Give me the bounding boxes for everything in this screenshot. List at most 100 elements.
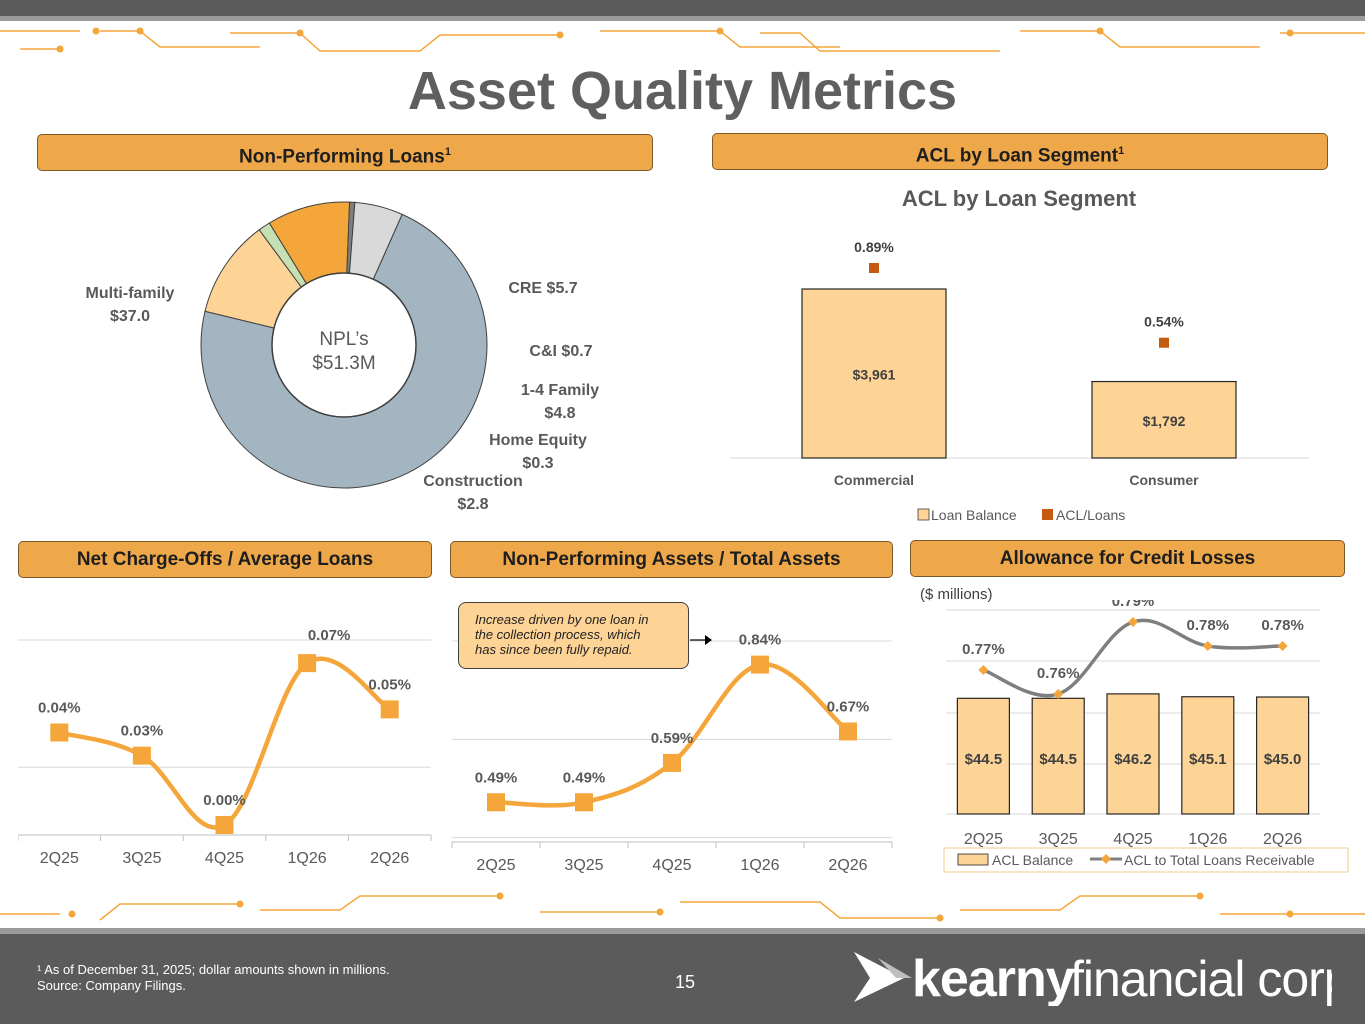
bar-acl-balance: [1256, 696, 1310, 815]
npa-marks: 0.49% 2Q25 0.49% 3Q25 0.59% 4Q25 0.84% 1Q26 0.67…: [475, 632, 870, 874]
npa-annotation-line3: has since been fully repaid.: [475, 642, 633, 657]
x-tick-label: 1Q26: [740, 857, 779, 874]
x-tick-label: 4Q25: [652, 857, 691, 874]
acl-ratio-line: [982, 618, 1283, 698]
legend-label-acl-balance: ACL Balance: [992, 852, 1073, 868]
marker-acl-loans: [869, 263, 879, 273]
data-point: [839, 722, 857, 741]
bar-value-label: $44.5: [965, 751, 1003, 768]
data-point: [215, 816, 234, 834]
x-tick-label: 2Q25: [40, 850, 79, 867]
donut-label-line1: Multi-family: [86, 285, 175, 302]
header-npa: Non-Performing Assets / Total Assets: [450, 541, 893, 578]
series-line: [495, 662, 850, 808]
header-allowance: Allowance for Credit Losses: [910, 540, 1345, 577]
header-acl-segment: ACL by Loan Segment1: [712, 133, 1328, 170]
donut-label-line1: CRE $5.7: [508, 280, 577, 297]
acl-ratio-label: 0.78%: [1187, 617, 1230, 634]
allowance-legend: ACL Balance ACL to Total Loans Receivable: [943, 847, 1349, 873]
donut-label-line2: $0.3: [522, 455, 553, 472]
data-point: [575, 793, 593, 812]
x-tick-label: 2Q26: [1263, 831, 1302, 848]
header-npl-superscript: 1: [444, 146, 451, 158]
donut-slices: [200, 201, 488, 489]
data-label: 0.49%: [475, 769, 518, 786]
page-title: Asset Quality Metrics: [407, 61, 958, 121]
logo-text-light: financial corp.: [1070, 951, 1332, 1006]
header-npl-text: Non-Performing Loans: [239, 146, 445, 168]
nco-line-chart: 0.04% 2Q25 0.03% 3Q25 0.00% 4Q25 0.07% 1Q26 0.05…: [18, 627, 432, 867]
data-label: 0.00%: [203, 792, 246, 809]
acl-ratio-point: [1053, 689, 1064, 699]
bar-value-label: $46.2: [1114, 751, 1152, 768]
legend-swatch-loan-balance: [917, 508, 930, 521]
npa-annotation-line1: Increase driven by one loan in: [475, 612, 649, 627]
x-tick-label: 3Q25: [564, 857, 603, 874]
legend-label-acl-ratio: ACL to Total Loans Receivable: [1124, 852, 1315, 868]
data-label: 0.05%: [368, 676, 411, 693]
donut-label-line1: C&I $0.7: [529, 343, 592, 360]
donut-label-line1: 1-4 Family: [521, 382, 599, 399]
x-tick-label: 2Q25: [964, 831, 1003, 848]
donut-center-label-line1: NPL’s: [319, 329, 368, 350]
category-label: Consumer: [1129, 472, 1199, 488]
x-tick-label: 2Q26: [828, 857, 867, 874]
npa-line-chart: 0.49% 2Q25 0.49% 3Q25 0.59% 4Q25 0.84% 1Q26 0.67…: [451, 632, 893, 874]
donut-center-label-line2: $51.3M: [312, 353, 375, 374]
nco-gridlines: [18, 639, 432, 841]
data-point: [380, 700, 399, 719]
top-bar: [0, 0, 1365, 16]
data-label: 0.84%: [739, 632, 782, 649]
x-tick-label: 4Q25: [1113, 831, 1152, 848]
acl-ratio-point: [1202, 641, 1213, 651]
donut-label-line2: $2.8: [457, 496, 488, 513]
bar-acl-balance: [956, 697, 1011, 815]
data-point: [487, 793, 505, 812]
header-nco: Net Charge-Offs / Average Loans: [18, 541, 432, 578]
bar-value-label: $1,792: [1143, 413, 1186, 429]
acl-ratio-label: 0.77%: [962, 641, 1005, 658]
legend-box: [943, 847, 1349, 873]
bar-value-label: $45.1: [1189, 751, 1227, 768]
circuit-decoration-bottom: [0, 892, 1365, 922]
allowance-marks: $44.5 2Q25 $44.5 3Q25 $46.2 4Q25 $45.1 1Q26 $45.…: [956, 600, 1310, 848]
circuit-decoration-top: [0, 27, 1365, 53]
acl-segment-chart-title: ACL by Loan Segment: [902, 186, 1137, 211]
bar-value-label: $45.0: [1264, 751, 1302, 768]
bar-acl-balance: [1106, 693, 1160, 815]
kearny-logo-chevron-icon: [854, 952, 904, 1002]
x-tick-label: 4Q25: [205, 850, 244, 867]
acl-segment-legend: Loan Balance ACL/Loans: [917, 507, 1125, 523]
marker-value-label: 0.54%: [1144, 314, 1184, 330]
donut-label-line1: Construction: [423, 473, 523, 490]
donut-labels: Multi-family $37.0 CRE $5.7 C&I $0.7 1-4 Fam…: [86, 280, 600, 513]
x-tick-label: 2Q26: [370, 850, 409, 867]
data-label: 0.67%: [827, 698, 870, 715]
legend-swatch-acl-loans: [1042, 509, 1053, 520]
acl-ratio-point: [978, 665, 989, 675]
footer-accent: [0, 928, 1365, 934]
donut-label-line1: Home Equity: [489, 432, 587, 449]
bar-value-label: $3,961: [853, 367, 896, 383]
data-label: 0.07%: [308, 627, 351, 644]
legend-label-acl-loans: ACL/Loans: [1056, 507, 1125, 523]
npa-annotation-line2: the collection process, which: [475, 627, 641, 642]
donut-hole: [271, 272, 417, 418]
allowance-units-label: ($ millions): [920, 586, 993, 603]
callout-arrow-head: [705, 635, 712, 645]
page-number: 15: [674, 972, 696, 992]
donut-label-line2: $4.8: [544, 405, 575, 422]
data-label: 0.03%: [121, 723, 164, 740]
kearny-logo: kearny financial corp.: [854, 950, 1332, 1006]
data-point: [298, 654, 317, 673]
acl-segment-marks: $3,961 0.89% Commercial $1,792 0.54% Consumer: [801, 239, 1237, 488]
header-npl: Non-Performing Loans1: [37, 134, 653, 171]
logo-text-bold: kearny: [912, 950, 1075, 1006]
allowance-chart: $44.5 2Q25 $44.5 3Q25 $46.2 4Q25 $45.1 1Q26 $45.…: [943, 600, 1349, 873]
x-tick-label: 3Q25: [1039, 831, 1078, 848]
kearny-logo-chevron-accent-icon: [878, 958, 912, 978]
header-acl-segment-superscript: 1: [1118, 145, 1125, 157]
x-tick-label: 3Q25: [122, 850, 161, 867]
donut-label-line2: $37.0: [110, 308, 150, 325]
footnote: ¹ As of December 31, 2025; dollar amount…: [37, 962, 390, 994]
